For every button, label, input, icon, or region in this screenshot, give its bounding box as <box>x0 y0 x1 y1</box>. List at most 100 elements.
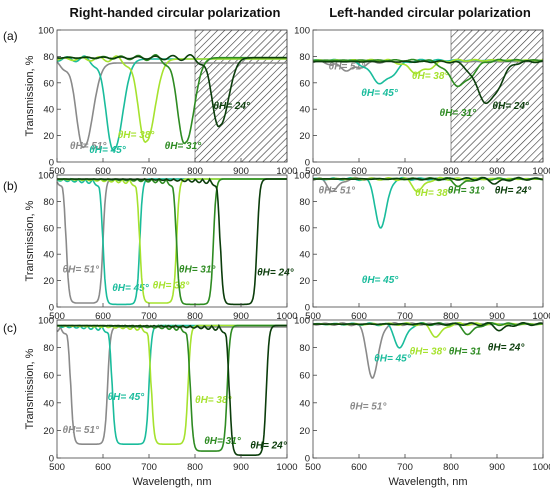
series-label: θH= 31° <box>179 265 217 276</box>
x-tick-label: 600 <box>95 462 111 473</box>
y-tick-label: 20 <box>299 426 310 437</box>
y-tick-label: 60 <box>43 223 54 234</box>
column-title-rcp: Right-handed circular polarization <box>70 5 281 20</box>
x-tick-label: 900 <box>489 462 505 473</box>
y-tick-label: 40 <box>43 250 54 261</box>
chart-panel: θH= 51° θH= 45° θH= 38°θH= 31° θH= 24° 0 20 40… <box>294 171 550 323</box>
x-tick-label: 600 <box>351 166 367 177</box>
x-tick-label: 900 <box>233 311 249 322</box>
series-label: θH= 38° <box>153 281 191 292</box>
x-axis-title: Wavelength, nm <box>388 476 467 488</box>
x-tick-label: 500 <box>305 462 321 473</box>
chart-panel: θH= 51°θH= 45°θH= 38°θH= 31°θH= 24°02040… <box>24 316 298 489</box>
y-tick-label: 60 <box>43 78 54 89</box>
y-tick-label: 40 <box>299 250 310 261</box>
x-tick-label: 700 <box>397 462 413 473</box>
y-tick-label: 20 <box>43 426 54 437</box>
series-label: θH= 24° <box>488 342 526 353</box>
series-label: θH= 38° <box>118 130 156 141</box>
y-tick-label: 0 <box>305 303 310 314</box>
y-tick-label: 20 <box>299 131 310 142</box>
series-label: θH= 38° <box>415 188 453 199</box>
series-label: θH= 38° <box>195 395 233 406</box>
x-tick-label: 900 <box>233 462 249 473</box>
series-line <box>57 177 287 306</box>
y-tick-label: 40 <box>299 398 310 409</box>
series-label: θH= 51° <box>319 185 357 196</box>
x-tick-label: 800 <box>443 311 459 322</box>
x-tick-label: 800 <box>187 462 203 473</box>
y-tick-label: 0 <box>305 454 310 465</box>
x-tick-label: 600 <box>95 311 111 322</box>
plot-frame <box>312 29 544 163</box>
y-tick-label: 60 <box>299 223 310 234</box>
series-line <box>57 323 287 456</box>
x-tick-label: 800 <box>187 166 203 177</box>
y-tick-label: 100 <box>38 171 54 182</box>
x-tick-label: 700 <box>397 166 413 177</box>
x-tick-label: 500 <box>49 311 65 322</box>
y-tick-label: 0 <box>305 158 310 169</box>
y-tick-label: 20 <box>43 131 54 142</box>
x-tick-label: 800 <box>443 462 459 473</box>
series-line <box>313 321 544 332</box>
x-tick-label: 900 <box>489 311 505 322</box>
y-tick-label: 60 <box>299 78 310 89</box>
series-line <box>313 59 544 105</box>
x-tick-label: 600 <box>95 166 111 177</box>
plot-frame <box>312 319 544 459</box>
chart-panel: θH= 51°θH= 45°θH= 38°θH= 31°θH= 24°02040… <box>294 26 550 178</box>
series-label: θH= 51° <box>350 402 388 413</box>
row-label-c: (c) <box>3 321 17 335</box>
series-line <box>56 61 287 149</box>
y-tick-label: 40 <box>299 105 310 116</box>
x-tick-label: 700 <box>141 166 157 177</box>
series-line <box>57 54 287 128</box>
series-label: θH= 24° <box>257 267 295 278</box>
series-label: θH= 51° <box>70 141 108 152</box>
y-tick-label: 0 <box>49 454 54 465</box>
y-tick-label: 0 <box>49 303 54 314</box>
series-label: θH= 51° <box>63 265 101 276</box>
chart-panel: θH= 51°θH= 45°θH= 38°θH= 31°θH= 24°02040… <box>24 171 298 323</box>
series-label: θH= 51° <box>329 62 367 73</box>
x-tick-label: 1000 <box>532 311 550 322</box>
y-tick-label: 20 <box>299 276 310 287</box>
y-tick-label: 80 <box>43 52 54 63</box>
y-tick-label: 20 <box>43 276 54 287</box>
y-tick-label: 100 <box>38 316 54 327</box>
y-axis-title: Transmission, % <box>24 55 36 136</box>
x-tick-label: 500 <box>49 166 65 177</box>
series-label: θH= 31 <box>449 347 482 358</box>
y-tick-label: 100 <box>294 316 310 327</box>
x-tick-label: 1000 <box>276 462 297 473</box>
series-label: θH= 31° <box>204 436 242 447</box>
y-tick-label: 40 <box>43 398 54 409</box>
y-axis-title: Transmission, % <box>24 348 36 429</box>
series-label: θH= 24° <box>495 185 533 196</box>
x-tick-label: 500 <box>305 311 321 322</box>
series-label: θH= 51° <box>63 425 101 436</box>
series-label: θH= 31° <box>448 185 486 196</box>
series-label: θH= 31° <box>440 108 478 119</box>
y-tick-label: 80 <box>43 197 54 208</box>
series-label: θH= 45° <box>108 392 146 403</box>
y-tick-label: 60 <box>299 371 310 382</box>
plot-frame <box>312 174 544 308</box>
x-tick-label: 600 <box>351 311 367 322</box>
y-tick-label: 100 <box>38 26 54 37</box>
y-tick-label: 80 <box>299 197 310 208</box>
x-tick-label: 1000 <box>276 311 297 322</box>
column-title-lcp: Left-handed circular polarization <box>329 5 531 20</box>
x-tick-label: 700 <box>141 462 157 473</box>
x-tick-label: 900 <box>489 166 505 177</box>
x-tick-label: 900 <box>233 166 249 177</box>
series-label: θH= 38° <box>410 347 448 358</box>
hatched-region <box>194 29 288 163</box>
x-tick-label: 500 <box>49 462 65 473</box>
x-tick-label: 700 <box>397 311 413 322</box>
y-tick-label: 0 <box>49 158 54 169</box>
series-label: θH= 45° <box>362 275 400 286</box>
y-tick-label: 40 <box>43 105 54 116</box>
